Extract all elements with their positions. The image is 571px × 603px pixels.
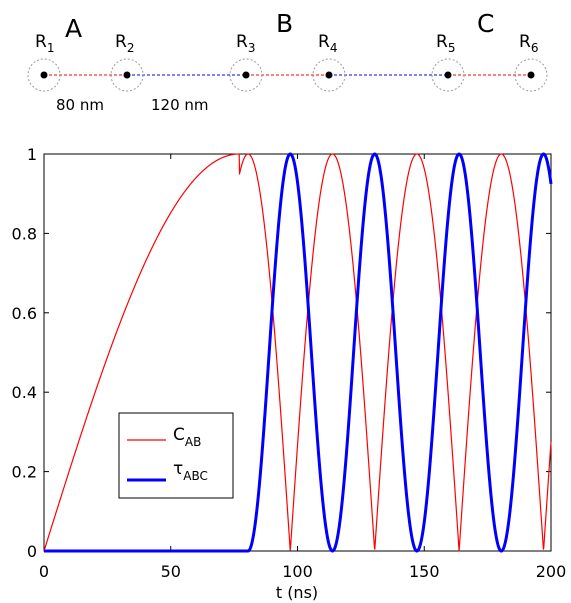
x-tick-label: 150: [409, 562, 440, 581]
node-r3: R3: [229, 32, 263, 92]
series-line-cab: [43, 153, 552, 552]
chain-diagram: R1 R2 R3 R4 R5 R6 A B C 80: [27, 9, 548, 114]
node-ring: [27, 58, 61, 92]
y-tick-label: 0.8: [12, 224, 37, 243]
node-ring: [431, 58, 465, 92]
x-axis-label: t (ns): [276, 583, 318, 602]
node-dot: [444, 71, 452, 79]
node-label: R3: [236, 32, 255, 55]
node-r5: R5: [431, 32, 465, 92]
node-label: R5: [436, 32, 455, 55]
chart: 0 50 100 150 200 0 0.2 0.4 0.6 0.8 1 t (ns) CAB τA…: [12, 145, 567, 602]
group-label-b: B: [276, 9, 293, 38]
node-label: R4: [318, 32, 337, 55]
node-dot: [242, 71, 250, 79]
node-dot: [123, 71, 131, 79]
node-label: R1: [35, 32, 54, 55]
node-r2: R2: [110, 32, 144, 92]
axis-ticks: 0 50 100 150 200 0 0.2 0.4 0.6 0.8 1: [12, 145, 567, 581]
node-r1: R1: [27, 32, 61, 92]
node-ring: [514, 58, 548, 92]
x-tick-label: 200: [536, 562, 567, 581]
node-ring: [312, 58, 346, 92]
node-ring: [110, 58, 144, 92]
plot-lines: [42, 152, 553, 553]
x-tick-label: 100: [282, 562, 313, 581]
y-tick-label: 0.2: [12, 463, 37, 482]
node-label: R6: [519, 32, 538, 55]
series-line-tauabc: [42, 152, 553, 553]
y-tick-label: 1: [27, 145, 37, 164]
node-dot: [527, 71, 535, 79]
y-tick-label: 0.4: [12, 383, 37, 402]
inter-distance-label: 120 nm: [151, 96, 209, 114]
y-tick-label: 0.6: [12, 304, 37, 323]
legend-label-tauabc: τABC: [173, 459, 208, 483]
node-ring: [229, 58, 263, 92]
node-label: R2: [115, 32, 134, 55]
node-r6: R6: [514, 32, 548, 92]
legend-label-cab: CAB: [173, 425, 201, 449]
y-tick-label: 0: [27, 542, 37, 561]
group-label-a: A: [65, 14, 82, 43]
legend: CAB τABC: [118, 412, 234, 499]
intra-distance-label: 80 nm: [56, 96, 104, 114]
node-dot: [40, 71, 48, 79]
x-tick-label: 0: [39, 562, 49, 581]
node-dot: [325, 71, 333, 79]
group-label-c: C: [477, 9, 494, 38]
legend-box: [118, 412, 234, 499]
x-tick-label: 50: [161, 562, 181, 581]
node-r4: R4: [312, 32, 346, 92]
